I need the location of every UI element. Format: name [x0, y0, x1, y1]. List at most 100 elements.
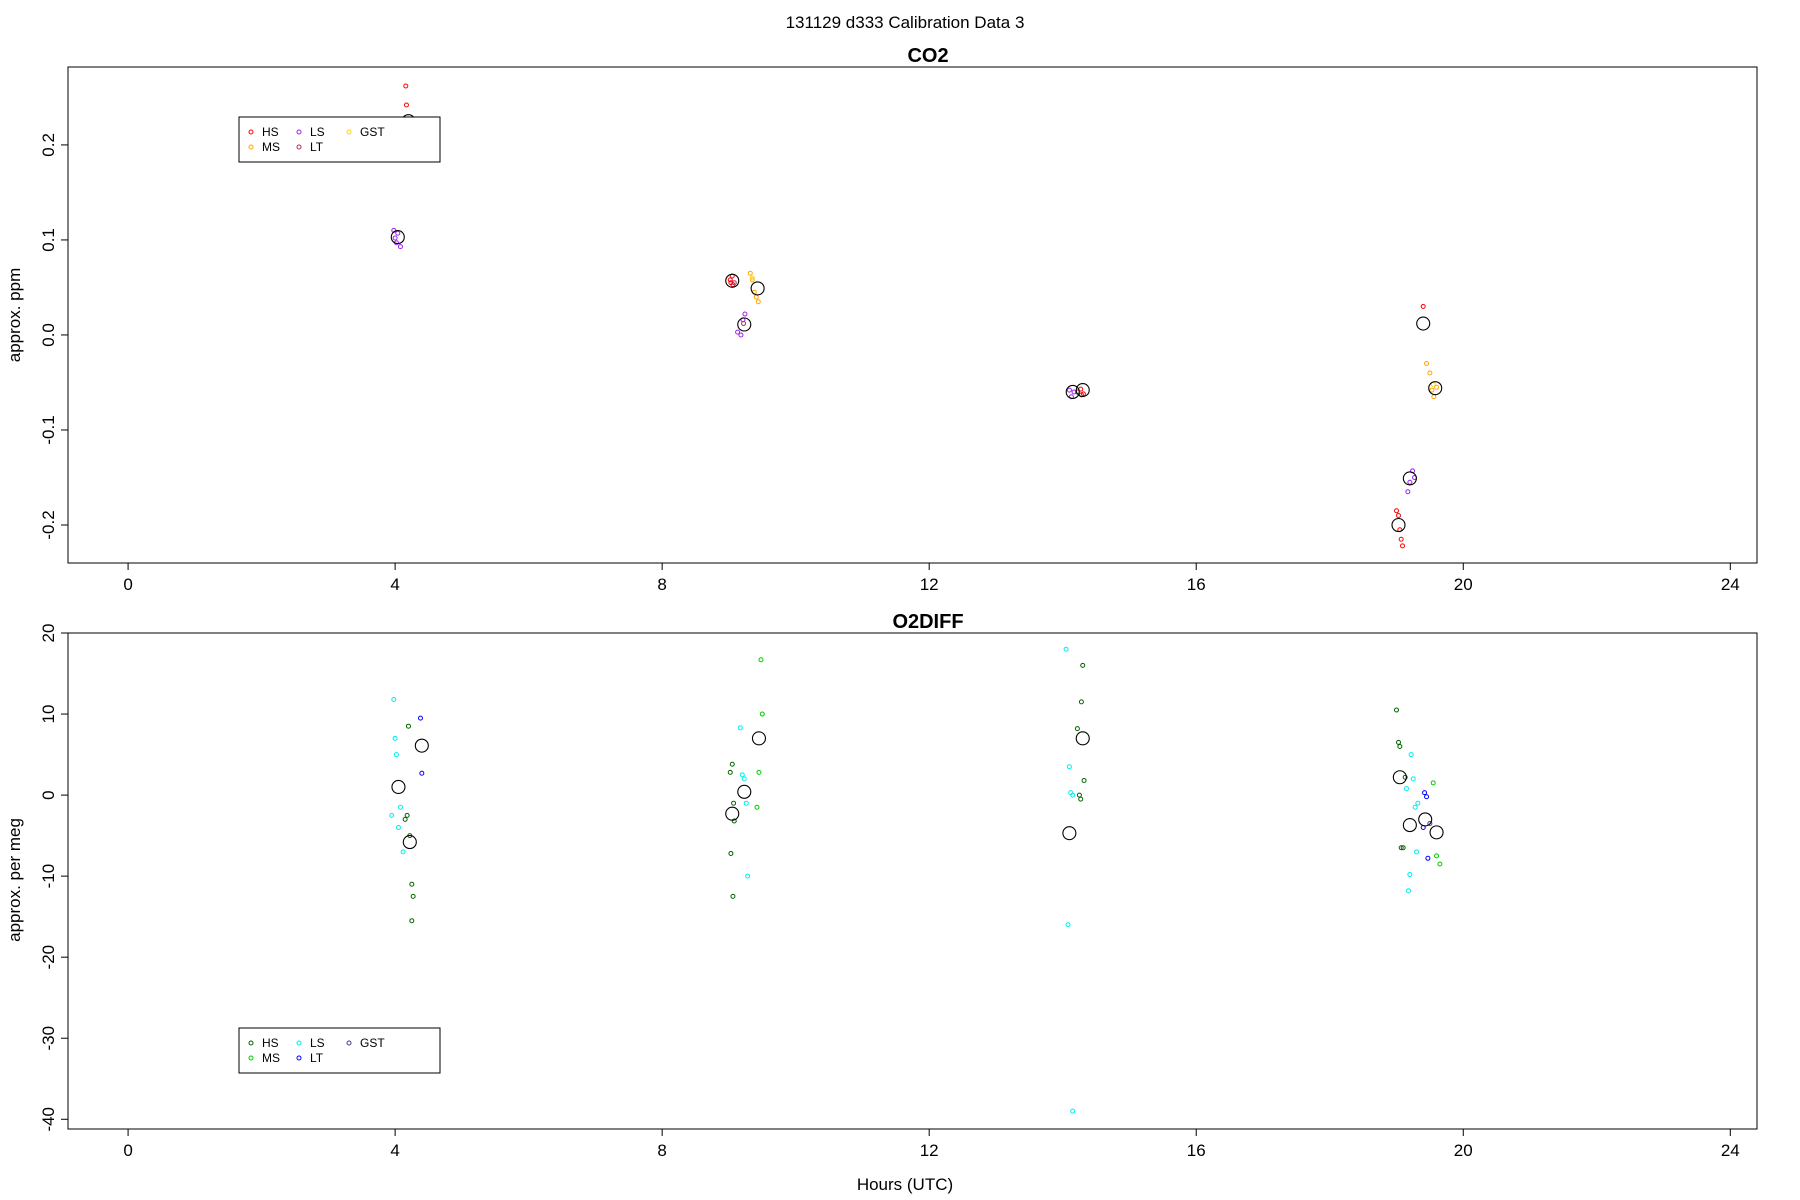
x-tick-label: 4	[390, 1141, 399, 1160]
x-tick-label: 24	[1721, 1141, 1740, 1160]
point-ls	[741, 776, 747, 782]
point-ms	[1430, 780, 1436, 786]
mean-point	[1391, 517, 1406, 533]
point-ls	[1065, 922, 1071, 928]
point-ls	[1407, 479, 1413, 485]
o2diff-panel-title: O2DIFF	[892, 611, 963, 633]
point-ls	[743, 800, 749, 806]
y-tick-label: -10	[39, 864, 58, 889]
point-ms	[1429, 387, 1435, 393]
point-ls	[395, 230, 401, 236]
point-hs	[402, 816, 408, 822]
mean-point	[1418, 812, 1433, 827]
legend-marker	[346, 129, 352, 135]
mean-point	[402, 835, 417, 850]
co2-panel: CO2 approx. ppm 0 4 8 12 16 20 24 -0.2 -0.1 0.0 0…	[5, 45, 1758, 594]
point-hs	[1081, 778, 1087, 784]
point-hs	[403, 83, 409, 89]
y-tick-label: 0.2	[39, 133, 58, 157]
legend-label: HS	[262, 125, 279, 139]
legend-marker	[248, 144, 254, 150]
point-ms	[1431, 394, 1437, 400]
x-tick-label: 0	[123, 1141, 132, 1160]
point-hs	[1396, 512, 1402, 518]
point-ls	[397, 804, 403, 810]
point-lt	[1424, 794, 1430, 800]
x-tick-label: 24	[1721, 575, 1740, 594]
point-hs	[730, 893, 736, 899]
legend-label: MS	[262, 140, 280, 154]
mean-point	[737, 317, 752, 332]
legend-marker	[346, 1040, 352, 1046]
legend-label: GST	[360, 125, 385, 139]
point-ls	[389, 812, 395, 818]
legend-marker	[296, 144, 302, 150]
legend-label: LT	[310, 1051, 324, 1065]
point-ls	[737, 725, 743, 731]
point-ls	[1063, 646, 1069, 652]
mean-point	[391, 779, 406, 795]
point-ls	[1406, 888, 1412, 894]
point-ls	[1070, 792, 1076, 798]
point-hs	[1398, 845, 1404, 851]
point-gst	[749, 275, 755, 281]
mean-point	[1416, 316, 1431, 331]
point-ls	[1414, 849, 1420, 855]
legend-box	[238, 116, 441, 163]
point-extra	[1070, 1108, 1076, 1114]
point-hs	[403, 102, 409, 108]
point-ms	[754, 804, 760, 810]
mean-point	[1065, 384, 1080, 400]
point-lt	[741, 321, 747, 327]
point-ls	[392, 235, 398, 241]
point-hs	[1080, 662, 1086, 668]
x-tick-label: 8	[657, 575, 666, 594]
point-ms	[1437, 861, 1443, 867]
legend-label: LT	[310, 140, 324, 154]
mean-point	[1062, 826, 1077, 841]
point-ls	[739, 772, 745, 778]
mean-point	[751, 731, 767, 746]
point-ls	[1407, 872, 1413, 878]
legend-label: HS	[262, 1036, 279, 1050]
mean-point	[1402, 471, 1417, 486]
legend-label: LS	[310, 125, 325, 139]
point-ls	[400, 849, 406, 855]
point-ls	[735, 329, 741, 335]
y-tick-label: 0	[39, 790, 58, 799]
point-hs	[728, 850, 734, 856]
o2diff-x-axis: 0 4 8 12 16 20 24	[123, 1128, 1740, 1160]
point-hs	[404, 812, 410, 818]
point-ls	[745, 873, 751, 879]
o2diff-panel: O2DIFF approx. per meg 0 4 8 12 16 20 24 -40 -3…	[5, 611, 1758, 1160]
o2diff-y-axis: -40 -30 -20 -10 0 10 20	[39, 624, 69, 1132]
point-ms	[753, 294, 759, 300]
point-ms	[756, 769, 762, 775]
point-ls	[393, 752, 399, 758]
x-tick-label: 20	[1454, 1141, 1473, 1160]
y-tick-label: 0.1	[39, 228, 58, 252]
point-ms	[759, 711, 765, 717]
point-hs	[1074, 726, 1080, 732]
point-lt	[1422, 790, 1428, 796]
point-hs	[409, 881, 415, 887]
y-tick-label: -0.2	[39, 510, 58, 539]
legend-label: MS	[262, 1051, 280, 1065]
point-lt	[731, 280, 737, 286]
x-tick-label: 16	[1187, 575, 1206, 594]
y-tick-label: -20	[39, 945, 58, 970]
point-hs	[410, 893, 416, 899]
mean-point	[1402, 818, 1417, 833]
point-ms	[1434, 384, 1440, 390]
point-hs	[1394, 508, 1400, 514]
point-hs	[1078, 796, 1084, 802]
point-ms	[1434, 853, 1440, 859]
point-lt	[419, 770, 425, 776]
legend-marker	[248, 1040, 254, 1046]
co2-panel-title: CO2	[907, 45, 948, 67]
o2diff-y-axis-label: approx. per meg	[5, 818, 24, 942]
mean-point	[1075, 383, 1090, 398]
point-hs	[405, 723, 411, 729]
point-hs	[727, 277, 733, 283]
